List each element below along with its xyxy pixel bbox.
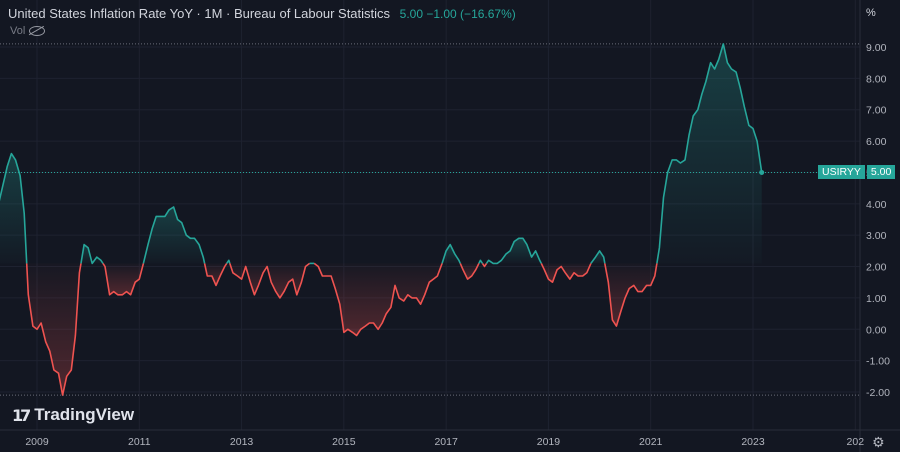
x-tick-label: 2015 [332, 436, 356, 448]
vol-label: Vol [10, 25, 26, 37]
series-segment [540, 263, 592, 283]
series-segment [102, 262, 145, 296]
value-change: 5.00 −1.00 (−16.67%) [399, 7, 516, 21]
area-fill [486, 238, 542, 264]
x-tick-label: 2009 [25, 436, 49, 448]
unit-label: % [866, 7, 876, 19]
area-fill [0, 153, 27, 264]
y-tick-label: 0.00 [866, 324, 887, 336]
x-tick-label: 2017 [434, 436, 458, 448]
logo-text: TradingView [34, 405, 135, 424]
area-fill [604, 263, 657, 327]
volume-toggle[interactable]: Vol [10, 25, 46, 37]
series-segment [656, 43, 763, 264]
last-price-badge: USIRYY 5.00 [818, 165, 896, 179]
series-segment [441, 243, 462, 264]
y-tick-label: 9.00 [866, 42, 887, 54]
dotted-level-lines [0, 43, 860, 396]
series-segment [590, 250, 606, 264]
area-fills [0, 43, 762, 396]
logo-mark-icon: 17 [12, 405, 31, 425]
area-fill [143, 207, 205, 264]
series-segment [25, 263, 82, 396]
series-segment [459, 263, 480, 280]
eye-hidden-icon[interactable] [29, 26, 46, 36]
series-segment [478, 259, 484, 264]
series-segment [604, 263, 658, 327]
series-segment [229, 262, 311, 299]
x-tick-label: 2021 [639, 436, 663, 448]
series-segment [0, 152, 28, 264]
series-segment [313, 262, 443, 337]
chart-legend: United States Inflation Rate YoY · 1M · … [8, 6, 516, 21]
badge-symbol: USIRYY [818, 165, 865, 179]
y-tick-label: 3.00 [866, 230, 887, 242]
y-tick-label: -1.00 [866, 356, 890, 368]
y-tick-label: 4.00 [866, 199, 887, 211]
last-value-dot [759, 169, 765, 175]
series-line [0, 43, 763, 396]
series-segment [203, 262, 228, 287]
area-fill [204, 263, 227, 286]
area-fill [656, 43, 762, 264]
tradingview-logo[interactable]: 17 TradingView [12, 405, 134, 425]
badge-value: 5.00 [866, 165, 896, 179]
area-fill [81, 244, 103, 264]
series-segment [80, 243, 104, 265]
y-tick-label: 6.00 [866, 136, 887, 148]
area-fill [442, 244, 461, 264]
area-fill [460, 263, 479, 280]
area-fill [229, 263, 310, 298]
y-tick-label: 2.00 [866, 262, 887, 274]
x-axis[interactable]: 2009 2011 2013 2015 2017 2019 2021 2023 202 [0, 429, 900, 448]
series-segment [142, 206, 206, 264]
area-fill [26, 263, 81, 396]
gear-icon[interactable]: ⚙ [872, 434, 885, 450]
series-segment [226, 259, 231, 264]
y-tick-label: -2.00 [866, 387, 890, 399]
x-tick-label: 202 [847, 436, 865, 448]
x-tick-label: 2019 [537, 436, 561, 448]
y-tick-label: 8.00 [866, 73, 887, 85]
y-tick-label: 7.00 [866, 105, 887, 117]
y-tick-label: 1.00 [866, 293, 887, 305]
area-fill [314, 263, 443, 336]
series-segment [481, 262, 488, 268]
chart-title: United States Inflation Rate YoY · 1M · … [8, 6, 391, 21]
x-tick-label: 2011 [128, 436, 151, 448]
series-segment [485, 237, 543, 265]
y-axis[interactable]: 9.008.007.006.005.004.003.002.001.000.00… [859, 0, 890, 452]
x-tick-label: 2013 [230, 436, 254, 448]
x-tick-label: 2023 [741, 436, 765, 448]
